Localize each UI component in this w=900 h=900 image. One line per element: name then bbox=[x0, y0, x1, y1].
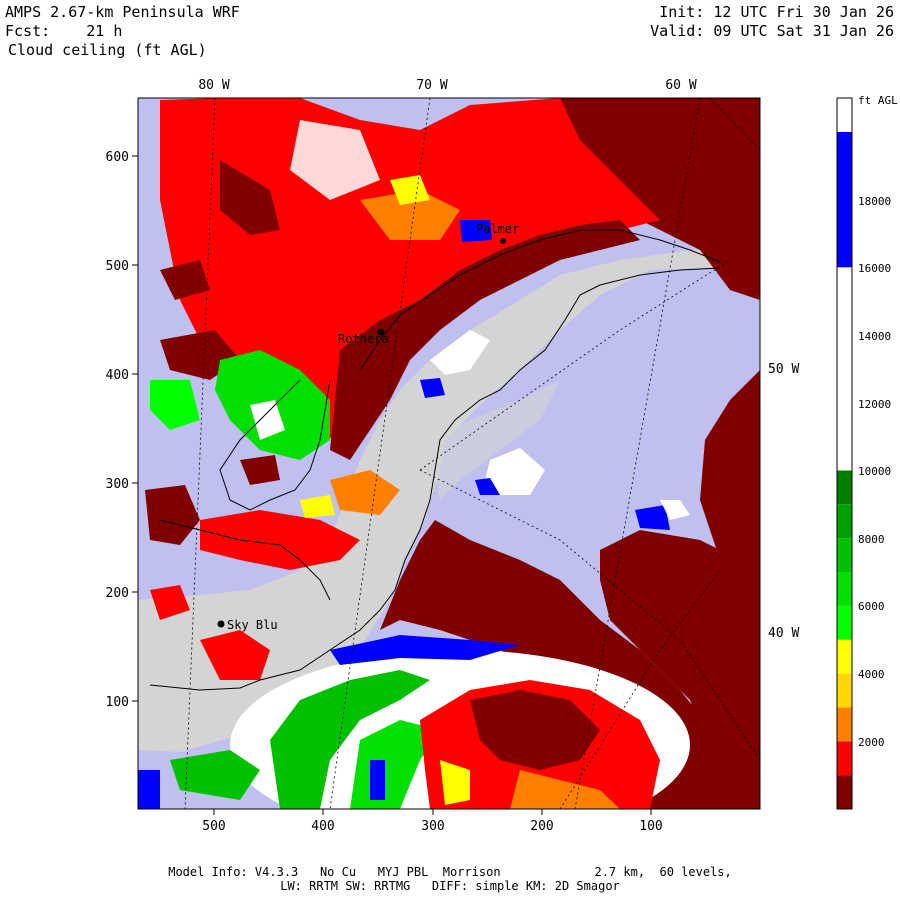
init-time: Init: 12 UTC Fri 30 Jan 26 bbox=[659, 3, 894, 21]
low-ceiling-area bbox=[600, 530, 760, 809]
cloud-band-west bbox=[240, 455, 280, 485]
cloud-band-north bbox=[330, 220, 640, 460]
station-label: Rothera bbox=[338, 332, 389, 346]
forecast-hour: Fcst: 21 h bbox=[5, 22, 123, 40]
cloud-band-north bbox=[220, 160, 280, 235]
graticule bbox=[184, 98, 760, 809]
cloud-band-mid bbox=[150, 380, 200, 430]
longitude-label: 40 W bbox=[768, 626, 799, 641]
storm-system bbox=[470, 690, 600, 770]
y-axis-labels: 600 500 400 300 200 100 bbox=[106, 150, 129, 710]
cloud-band-west bbox=[300, 495, 335, 518]
y-tick-label: 100 bbox=[106, 695, 129, 710]
cloud-band-north bbox=[390, 175, 430, 205]
storm-system bbox=[440, 760, 470, 805]
y-tick-label: 300 bbox=[106, 477, 129, 492]
cloud-band-west bbox=[145, 485, 200, 545]
cloud-band-west bbox=[330, 470, 400, 515]
coastline bbox=[149, 679, 261, 691]
coastline bbox=[359, 229, 721, 371]
longitude-label: 80 W bbox=[198, 78, 229, 93]
model-title: AMPS 2.67-km Peninsula WRF bbox=[5, 3, 240, 21]
station-marker: Palmer bbox=[476, 222, 519, 244]
physics-info: LW: RRTM SW: RRTMG DIFF: simple KM: 2D S… bbox=[280, 879, 620, 893]
y-tick-label: 600 bbox=[106, 150, 129, 165]
coastline bbox=[259, 267, 721, 681]
x-axis bbox=[213, 809, 652, 815]
station-marker: Rothera bbox=[338, 328, 389, 346]
cloud-band-north bbox=[160, 98, 660, 440]
station-label: Palmer bbox=[476, 222, 519, 236]
y-tick-label: 500 bbox=[106, 259, 129, 274]
x-tick-label: 300 bbox=[421, 819, 444, 834]
clear-patch bbox=[660, 500, 690, 520]
x-tick-label: 400 bbox=[311, 819, 334, 834]
x-axis-labels: 500 400 300 200 100 bbox=[202, 819, 662, 834]
longitude-label: 50 W bbox=[768, 362, 799, 377]
station-marker: Sky Blu bbox=[217, 618, 278, 632]
low-ceiling-area bbox=[560, 98, 760, 300]
station-label: Sky Blu bbox=[227, 618, 278, 632]
clear-patch bbox=[420, 378, 445, 398]
storm-system bbox=[170, 750, 260, 800]
valid-time: Valid: 09 UTC Sat 31 Jan 26 bbox=[650, 22, 894, 40]
storm-system bbox=[138, 770, 160, 809]
ice-shelf-area bbox=[430, 380, 560, 500]
longitude-label: 70 W bbox=[416, 78, 447, 93]
storm-system bbox=[270, 670, 430, 809]
clear-patch bbox=[485, 448, 545, 495]
ice-shelf-area bbox=[138, 250, 760, 752]
cloud-band-west bbox=[200, 510, 360, 570]
model-info: Model Info: V4.3.3 No Cu MYJ PBL Morriso… bbox=[168, 865, 732, 879]
y-tick-label: 400 bbox=[106, 368, 129, 383]
y-axis bbox=[132, 155, 138, 702]
cloud-band-north bbox=[290, 120, 380, 200]
storm-system bbox=[510, 770, 620, 809]
cloud-band-north bbox=[460, 220, 492, 242]
y-tick-label: 200 bbox=[106, 586, 129, 601]
x-tick-label: 200 bbox=[530, 819, 553, 834]
x-tick-label: 500 bbox=[202, 819, 225, 834]
cloud-band-north bbox=[360, 190, 460, 240]
storm-system bbox=[370, 760, 385, 800]
coastline bbox=[159, 519, 331, 601]
field-name: Cloud ceiling (ft AGL) bbox=[8, 41, 207, 59]
map-frame bbox=[137, 97, 761, 810]
low-ceiling-area bbox=[700, 370, 760, 600]
x-tick-label: 100 bbox=[639, 819, 662, 834]
cloud-band-mid bbox=[250, 400, 285, 440]
clear-patch bbox=[475, 478, 500, 495]
clear-patch bbox=[430, 330, 490, 375]
cloud-band-west bbox=[200, 630, 270, 680]
cloud-band-west bbox=[150, 585, 190, 620]
cloud-band-north bbox=[160, 260, 210, 300]
clear-patch bbox=[635, 505, 670, 530]
longitude-label: 60 W bbox=[665, 78, 696, 93]
cloud-front bbox=[330, 635, 520, 665]
coastline bbox=[219, 379, 331, 511]
